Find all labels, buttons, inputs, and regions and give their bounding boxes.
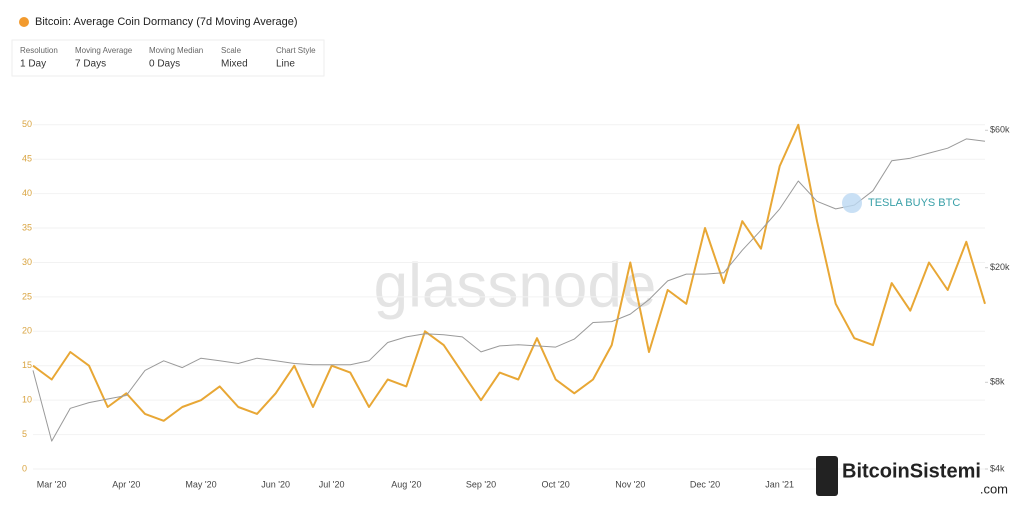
annotation-marker [842, 193, 862, 213]
control-value: 0 Days [149, 59, 180, 70]
y2-tick-label: $8k [990, 377, 1005, 387]
y2-tick-label: $60k [990, 125, 1010, 135]
x-tick-label: Jul '20 [319, 479, 345, 489]
x-tick-label: Mar '20 [37, 479, 67, 489]
control-value: 7 Days [75, 59, 106, 70]
logo-text: BitcoinSistemi [842, 460, 981, 482]
watermark: glassnode [374, 251, 657, 320]
coin-icon [19, 17, 29, 27]
plot: 0 5 10 15 20 25 30 35 40 45 50 $4k $8k $20k $60k Mar '2… [22, 119, 1010, 489]
x-tick-label: May '20 [185, 479, 216, 489]
x-tick-label: Jun '20 [261, 479, 290, 489]
x-tick-label: Sep '20 [466, 479, 496, 489]
control-label: Moving Median [149, 46, 203, 55]
controls: Resolution 1 Day Moving Average 7 Days Movin… [20, 46, 316, 70]
control-label: Chart Style [276, 46, 316, 55]
y-tick-label: 15 [22, 360, 32, 370]
x-tick-label: Nov '20 [615, 479, 645, 489]
x-tick-label: Apr '20 [112, 479, 140, 489]
y-tick-label: 35 [22, 222, 32, 232]
x-tick-label: Dec '20 [690, 479, 720, 489]
y-tick-label: 10 [22, 395, 32, 405]
y-tick-label: 50 [22, 119, 32, 129]
chart-title: Bitcoin: Average Coin Dormancy (7d Movin… [35, 16, 298, 28]
logo-suffix: .com [980, 481, 1008, 496]
control-value: 1 Day [20, 59, 46, 70]
series-line [32, 138, 986, 442]
y2-tick-label: $20k [990, 262, 1010, 272]
x-tick-label: Oct '20 [542, 479, 570, 489]
y-tick-label: 0 [22, 463, 27, 473]
control-label: Scale [221, 46, 242, 55]
y-tick-label: 20 [22, 326, 32, 336]
control-value: Line [276, 59, 295, 70]
y-tick-label: 5 [22, 429, 27, 439]
control-value: Mixed [221, 59, 248, 70]
y-tick-label: 30 [22, 257, 32, 267]
x-tick-label: Aug '20 [391, 479, 421, 489]
control-label: Resolution [20, 46, 58, 55]
series-line [32, 123, 986, 422]
annotation: TESLA BUYS BTC [868, 197, 960, 209]
controls-box [11, 39, 325, 77]
y2-tick-label: $4k [990, 463, 1005, 473]
y-tick-label: 40 [22, 188, 32, 198]
logo: BitcoinSistemi .com [816, 456, 1008, 496]
logo-icon [816, 456, 838, 496]
y-tick-label: 25 [22, 291, 32, 301]
control-label: Moving Average [75, 46, 133, 55]
x-tick-label: Jan '21 [765, 479, 794, 489]
y-tick-label: 45 [22, 154, 32, 164]
